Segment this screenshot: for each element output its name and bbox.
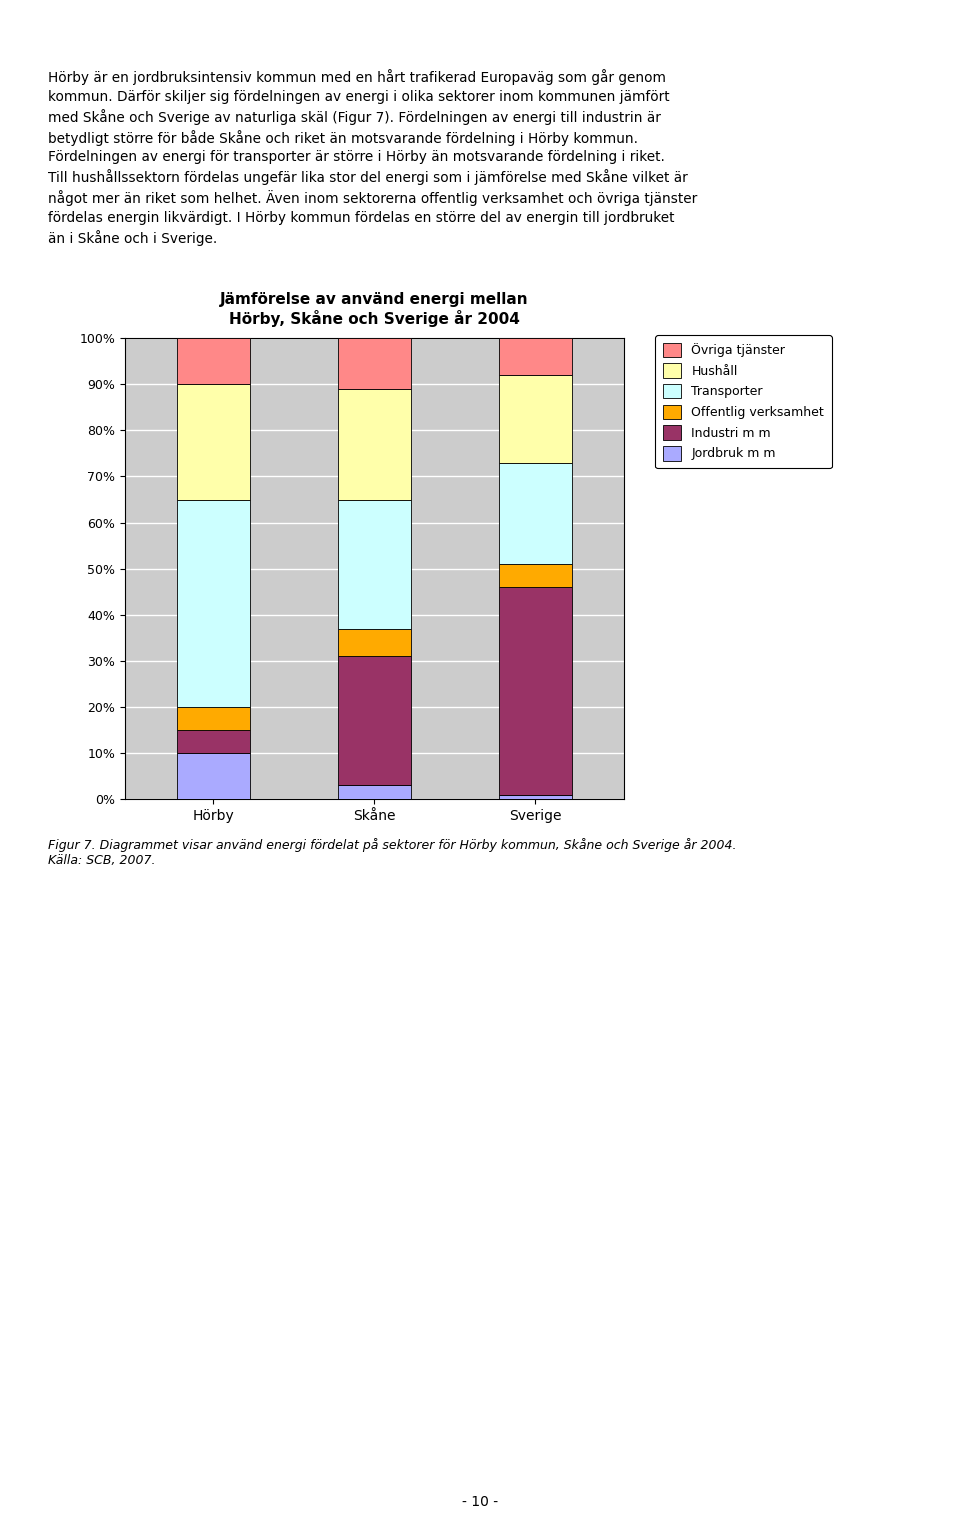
Bar xyxy=(338,389,411,500)
Bar xyxy=(178,338,250,384)
Bar xyxy=(499,375,571,463)
Bar xyxy=(338,500,411,629)
Text: Hörby är en jordbruksintensiv kommun med en hårt trafikerad Europaväg som går ge: Hörby är en jordbruksintensiv kommun med… xyxy=(48,69,697,246)
Bar xyxy=(178,500,250,707)
Bar xyxy=(338,785,411,799)
Bar xyxy=(338,629,411,656)
Bar xyxy=(178,384,250,500)
Bar xyxy=(499,564,571,587)
Bar xyxy=(499,338,571,375)
Text: - 10 -: - 10 - xyxy=(462,1496,498,1509)
Bar xyxy=(499,587,571,795)
Bar xyxy=(338,656,411,785)
Title: Jämförelse av använd energi mellan
Hörby, Skåne och Sverige år 2004: Jämförelse av använd energi mellan Hörby… xyxy=(220,292,529,327)
Bar xyxy=(338,338,411,389)
Bar xyxy=(499,463,571,564)
Text: Figur 7. Diagrammet visar använd energi fördelat på sektorer för Hörby kommun, S: Figur 7. Diagrammet visar använd energi … xyxy=(48,838,736,867)
Legend: Övriga tjänster, Hushåll, Transporter, Offentlig verksamhet, Industri m m, Jordb: Övriga tjänster, Hushåll, Transporter, O… xyxy=(656,335,831,469)
Bar xyxy=(499,795,571,799)
Bar xyxy=(178,707,250,730)
Bar xyxy=(178,753,250,799)
Bar xyxy=(178,730,250,753)
